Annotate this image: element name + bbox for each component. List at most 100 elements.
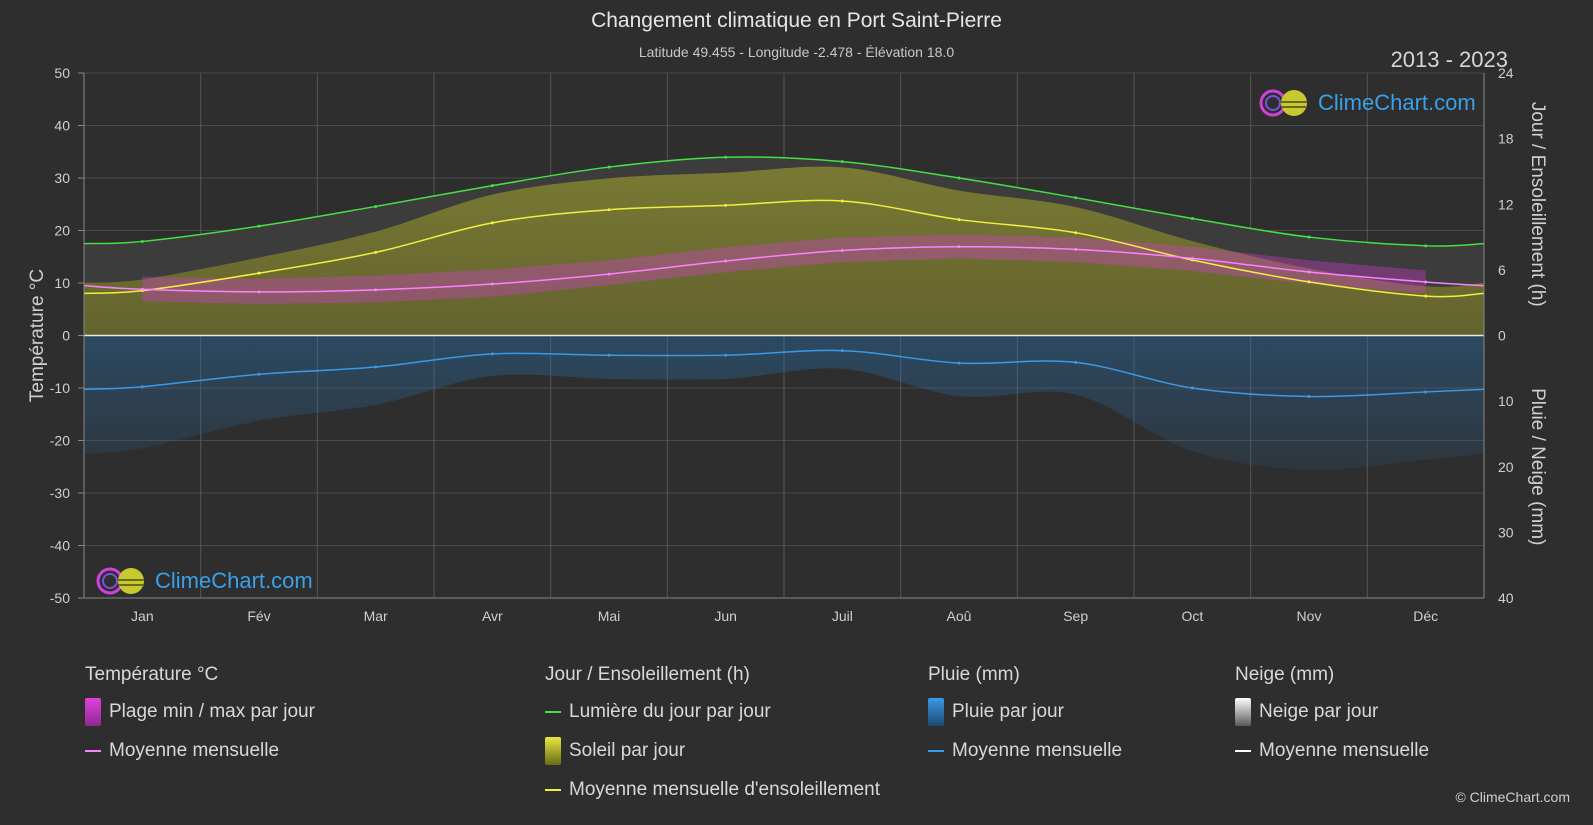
- y-left-axis-title: Température °C: [27, 269, 48, 402]
- x-month-label: Sep: [1063, 608, 1088, 624]
- legend-label: Moyenne mensuelle: [1259, 740, 1430, 761]
- temperature-mean-point: [140, 287, 144, 291]
- legend-sun: Jour / Ensoleillement (h) Lumière du jou…: [545, 664, 880, 817]
- daylight-point: [257, 224, 261, 228]
- rain-area: [84, 335, 1484, 470]
- climechart-logo-icon: [96, 567, 144, 595]
- y-left-tick-label: 30: [54, 170, 70, 186]
- rain-mean-swatch: [928, 750, 944, 752]
- y-right-bottom-tick-label: 10: [1498, 393, 1514, 409]
- sunshine-mean-point: [374, 250, 378, 254]
- daylight-line: [83, 156, 1485, 247]
- temperature-mean-point: [1074, 247, 1078, 251]
- rain-mean-point: [724, 353, 728, 357]
- legend-item-snow: Neige par jour: [1235, 698, 1429, 726]
- rain-mean-point: [1424, 390, 1428, 394]
- x-month-label: Aoû: [947, 608, 972, 624]
- y-left-tick-label: 40: [54, 118, 70, 134]
- temperature-mean-point: [724, 259, 728, 263]
- sunshine-mean-swatch: [545, 789, 561, 791]
- y-left-tick-label: -50: [50, 590, 70, 606]
- sunshine-area: [84, 166, 1484, 336]
- temp-mean-swatch: [85, 750, 101, 752]
- y-right-bottom-axis-title: Pluie / Neige (mm): [1527, 388, 1548, 545]
- climechart-logo-icon: [1259, 89, 1307, 117]
- rain-mean-point: [607, 353, 611, 357]
- sunshine-mean-point: [724, 203, 728, 207]
- temperature-mean-point: [490, 282, 494, 286]
- daylight-point: [607, 165, 611, 169]
- rain-mean-point: [840, 349, 844, 353]
- sunshine-mean-point: [257, 271, 261, 275]
- legend-label: Moyenne mensuelle: [109, 740, 280, 761]
- legend-label: Neige par jour: [1259, 701, 1379, 722]
- daylight-point: [1307, 235, 1311, 239]
- legend-sun-title: Jour / Ensoleillement (h): [545, 664, 750, 685]
- rain-mean-point: [140, 385, 144, 389]
- legend-item-snow-mean: Moyenne mensuelle: [1235, 739, 1429, 763]
- x-month-label: Mai: [598, 608, 621, 624]
- y-right-top-tick-label: 0: [1498, 328, 1506, 344]
- y-right-bottom-tick-label: 40: [1498, 590, 1514, 606]
- legend-item-daylight: Lumière du jour par jour: [545, 700, 880, 724]
- legend-label: Moyenne mensuelle: [952, 740, 1123, 761]
- x-month-label: Juil: [832, 608, 853, 624]
- legend-temperature: Température °C Plage min / max par jour …: [85, 664, 315, 778]
- sunshine-mean-line: [83, 199, 1485, 298]
- sunshine-mean-point: [1307, 280, 1311, 284]
- y-right-top-tick-label: 24: [1498, 65, 1514, 81]
- daylight-point: [1074, 196, 1078, 200]
- year-range: 2013 - 2023: [1390, 47, 1508, 72]
- rain-mean-point: [1190, 386, 1194, 390]
- legend-label: Moyenne mensuelle d'ensoleillement: [569, 779, 880, 800]
- chart-title: Changement climatique en Port Saint-Pier…: [591, 9, 1002, 32]
- y-right-top-axis-title: Jour / Ensoleillement (h): [1527, 102, 1548, 307]
- snow-swatch: [1235, 698, 1251, 726]
- watermark-logo-top: ClimeChart.com: [1258, 88, 1476, 118]
- x-month-label: Jun: [714, 608, 737, 624]
- rain-mean-point: [957, 361, 961, 365]
- y-right-bottom-tick-label: 20: [1498, 459, 1514, 475]
- legend-item-sunshine: Soleil par jour: [545, 737, 880, 765]
- y-left-tick-label: -10: [50, 380, 70, 396]
- daylight-point: [1190, 216, 1194, 220]
- legend-rain-title: Pluie (mm): [928, 664, 1020, 685]
- climate-chart: 50 40 30 20 10 0 -10 -20 -30 -40 -50 24 18 12 6 0 10 20 30…: [27, 65, 1548, 624]
- y-right-bottom-tick-label: 30: [1498, 524, 1514, 540]
- x-month-label: Déc: [1413, 608, 1438, 624]
- legend-label: Pluie par jour: [952, 701, 1064, 722]
- watermark-logo-bottom: ClimeChart.com: [95, 566, 313, 596]
- daylight-point: [957, 176, 961, 180]
- temperature-mean-point: [840, 248, 844, 252]
- sunshine-mean-point: [490, 221, 494, 225]
- sunshine-swatch: [545, 737, 561, 765]
- y-left-tick-label: 20: [54, 223, 70, 239]
- chart-subtitle: Latitude 49.455 - Longitude -2.478 - Élé…: [638, 44, 955, 60]
- legend-item-sunshine-mean: Moyenne mensuelle d'ensoleillement: [545, 778, 880, 802]
- sunshine-mean-point: [957, 218, 961, 222]
- rain-mean-point: [257, 372, 261, 376]
- temperature-mean-point: [1424, 280, 1428, 284]
- legend-snow: Neige (mm) Neige par jour Moyenne mensue…: [1235, 664, 1429, 778]
- temperature-mean-point: [257, 290, 261, 294]
- x-month-label: Avr: [482, 608, 503, 624]
- chart-marks: [83, 155, 1485, 470]
- daylight-point: [1424, 244, 1428, 248]
- sunshine-mean-point: [607, 208, 611, 212]
- sunshine-mean-point: [840, 199, 844, 203]
- daylight-point: [724, 155, 728, 159]
- rain-swatch: [928, 698, 944, 726]
- legend-rain: Pluie (mm) Pluie par jour Moyenne mensue…: [928, 664, 1122, 778]
- sunshine-mean-point: [1424, 294, 1428, 298]
- snow-mean-swatch: [1235, 750, 1251, 752]
- legend-snow-title: Neige (mm): [1235, 664, 1335, 685]
- temperature-mean-point: [1307, 270, 1311, 274]
- legend-item-rain: Pluie par jour: [928, 698, 1122, 726]
- temperature-range-band: [142, 234, 1426, 304]
- y-left-tick-label: 50: [54, 65, 70, 81]
- sunshine-mean-point: [1074, 231, 1078, 235]
- rain-mean-point: [490, 352, 494, 356]
- y-left-tick-label: 0: [62, 328, 70, 344]
- x-month-label: Jan: [131, 608, 154, 624]
- x-month-label: Oct: [1181, 608, 1203, 624]
